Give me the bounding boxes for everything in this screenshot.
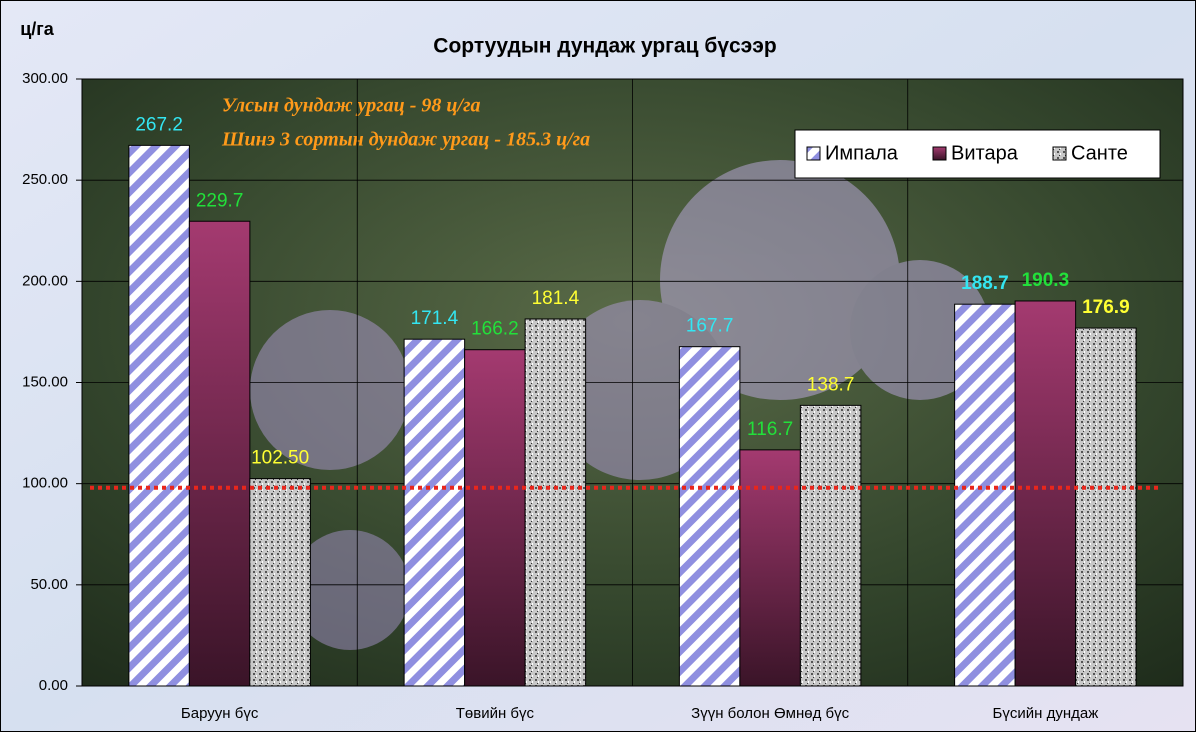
chart-title: Сортуудын дундаж ургац бүсээр: [433, 35, 776, 58]
annotation: Улсын дундаж ургац - 98 ц/га: [222, 95, 481, 117]
value-label: 166.2: [471, 319, 519, 340]
bar: [250, 479, 311, 686]
bar: [800, 405, 861, 686]
value-label: 229.7: [196, 190, 244, 211]
y-tick-label: 0.00: [39, 677, 68, 694]
legend-label: Витара: [951, 142, 1019, 164]
bar: [955, 304, 1016, 686]
value-label: 167.7: [686, 316, 734, 337]
y-axis-label: ц/га: [20, 19, 55, 39]
value-label: 171.4: [411, 308, 459, 329]
value-label: 267.2: [135, 114, 183, 135]
value-label: 102.50: [251, 448, 309, 469]
y-tick-label: 250.00: [22, 171, 68, 188]
x-tick-label: Төвийн бүс: [456, 705, 535, 722]
value-label: 190.3: [1022, 270, 1070, 291]
legend-label: Санте: [1071, 142, 1128, 164]
legend-label: Импала: [825, 142, 899, 164]
legend-swatch: [807, 147, 820, 160]
bar: [465, 350, 526, 686]
annotation: Шинэ 3 сортын дундаж ургац - 185.3 ц/га: [221, 129, 590, 151]
y-tick-label: 200.00: [22, 272, 68, 289]
legend-swatch: [1053, 147, 1066, 160]
value-label: 138.7: [807, 374, 855, 395]
y-tick-label: 300.00: [22, 70, 68, 87]
y-tick-label: 150.00: [22, 373, 68, 390]
x-tick-label: Бүсийн дундаж: [993, 705, 1099, 722]
value-label: 188.7: [961, 273, 1009, 294]
x-tick-label: Зүүн болон Өмнөд бүс: [691, 705, 849, 722]
bar: [740, 450, 801, 686]
y-tick-label: 50.00: [30, 576, 68, 593]
bar: [1015, 301, 1076, 686]
y-tick-label: 100.00: [22, 475, 68, 492]
value-label: 176.9: [1082, 297, 1130, 318]
bar: [129, 145, 190, 686]
bar: [525, 319, 586, 686]
bar: [404, 339, 465, 686]
value-label: 181.4: [532, 288, 580, 309]
bar: [189, 221, 250, 686]
value-label: 116.7: [747, 419, 793, 440]
chart: ц/га Сортуудын дундаж ургац бүсээр Улсын…: [0, 0, 1196, 732]
legend-swatch: [933, 147, 946, 160]
bar: [1076, 328, 1137, 686]
x-tick-label: Баруун бүс: [181, 705, 259, 722]
bar: [679, 347, 740, 686]
